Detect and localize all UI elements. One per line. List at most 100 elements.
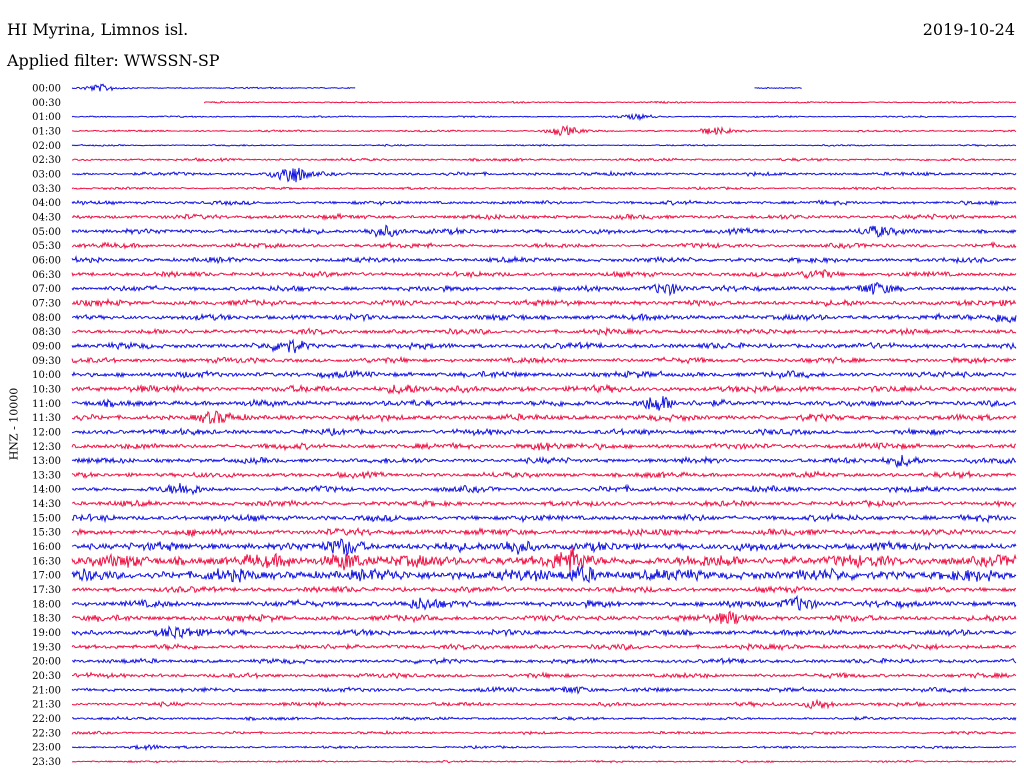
trace-line: [71, 498, 1017, 509]
row-label: 07:30: [32, 298, 61, 309]
row-label: 22:30: [32, 728, 61, 739]
trace-line: [71, 212, 1017, 222]
trace-line: [71, 564, 1017, 584]
row-label: 18:00: [32, 599, 61, 610]
trace-line: [71, 744, 1017, 752]
trace-line: [71, 83, 356, 93]
trace-line: [71, 254, 1017, 265]
trace-line: [71, 454, 1017, 469]
trace-line: [71, 729, 1017, 736]
row-label: 04:30: [32, 212, 61, 223]
row-label: 17:00: [32, 571, 61, 582]
row-label: 00:30: [32, 98, 61, 109]
trace-line: [71, 715, 1017, 722]
row-label: 20:30: [32, 671, 61, 682]
trace-line: [71, 383, 1017, 395]
row-label: 08:00: [32, 313, 61, 324]
trace-line: [71, 410, 1017, 425]
row-label: 09:00: [32, 341, 61, 352]
row-label: 12:00: [32, 427, 61, 438]
trace-line: [71, 656, 1017, 666]
trace-line: [71, 269, 1017, 280]
trace-line: [71, 326, 1017, 337]
row-label: 23:30: [32, 757, 61, 768]
row-label: 15:00: [32, 513, 61, 524]
trace-line: [71, 642, 1017, 652]
row-label: 15:30: [32, 528, 61, 539]
row-label: 14:30: [32, 499, 61, 510]
row-label: 08:30: [32, 327, 61, 338]
trace-line: [71, 483, 1017, 496]
trace-line: [71, 241, 1017, 250]
record-date: 2019-10-24: [922, 20, 1015, 39]
row-label: 11:00: [32, 399, 61, 410]
row-label: 19:00: [32, 628, 61, 639]
station-name: HI Myrina, Limnos isl.: [7, 20, 189, 39]
row-label: 11:30: [32, 413, 61, 424]
row-label: 12:30: [32, 442, 61, 453]
trace-line: [71, 199, 1017, 207]
trace-line: [71, 685, 1017, 695]
trace-line: [71, 143, 1017, 148]
trace-line: [754, 86, 802, 90]
row-label: 05:30: [32, 241, 61, 252]
row-label: 21:00: [32, 685, 61, 696]
row-label: 02:00: [32, 141, 61, 152]
trace-line: [71, 526, 1017, 538]
trace-line: [71, 759, 1017, 764]
trace-line: [71, 671, 1017, 680]
row-label: 16:30: [32, 556, 61, 567]
trace-line: [71, 594, 1017, 611]
row-label: 07:00: [32, 284, 61, 295]
row-label: 05:00: [32, 227, 61, 238]
trace-line: [71, 369, 1017, 380]
row-label: 03:00: [32, 169, 61, 180]
trace-line: [71, 185, 1017, 191]
trace-line: [71, 124, 1017, 137]
trace-line: [71, 112, 1017, 122]
row-label: 20:00: [32, 657, 61, 668]
trace-line: [71, 312, 1017, 324]
trace-line: [71, 610, 1017, 625]
row-label: 01:00: [32, 112, 61, 123]
row-label: 13:00: [32, 456, 61, 467]
row-label: 13:30: [32, 470, 61, 481]
row-label: 04:00: [32, 198, 61, 209]
trace-line: [71, 625, 1017, 640]
row-label: 22:00: [32, 714, 61, 725]
trace-line: [71, 297, 1017, 308]
filter-label: Applied filter: WWSSN-SP: [7, 51, 220, 70]
trace-line: [71, 224, 1017, 238]
row-label: 21:30: [32, 700, 61, 711]
row-label: 10:30: [32, 384, 61, 395]
row-label: 19:30: [32, 642, 61, 653]
trace-line: [71, 538, 1017, 557]
row-label: 09:30: [32, 356, 61, 367]
trace-line: [71, 156, 1017, 163]
row-label: 10:00: [32, 370, 61, 381]
row-label: 06:00: [32, 255, 61, 266]
row-label: 16:00: [32, 542, 61, 553]
row-label: 02:30: [32, 155, 61, 166]
row-label: 14:00: [32, 485, 61, 496]
trace-line: [71, 698, 1017, 710]
row-label: 06:30: [32, 270, 61, 281]
trace-line: [71, 585, 1017, 595]
trace-line: [71, 512, 1017, 524]
row-label: 18:30: [32, 614, 61, 625]
row-label: 03:30: [32, 184, 61, 195]
trace-line: [71, 427, 1017, 437]
row-label: 23:00: [32, 743, 61, 754]
trace-line: [71, 469, 1017, 480]
row-label: 01:30: [32, 126, 61, 137]
trace-line: [203, 100, 1017, 104]
trace-line: [71, 167, 1017, 183]
row-label: 00:00: [32, 84, 61, 95]
trace-line: [71, 281, 1017, 297]
trace-line: [71, 355, 1017, 365]
trace-line: [71, 546, 1017, 572]
row-label: 17:30: [32, 585, 61, 596]
trace-line: [71, 396, 1017, 411]
trace-line: [71, 338, 1017, 354]
